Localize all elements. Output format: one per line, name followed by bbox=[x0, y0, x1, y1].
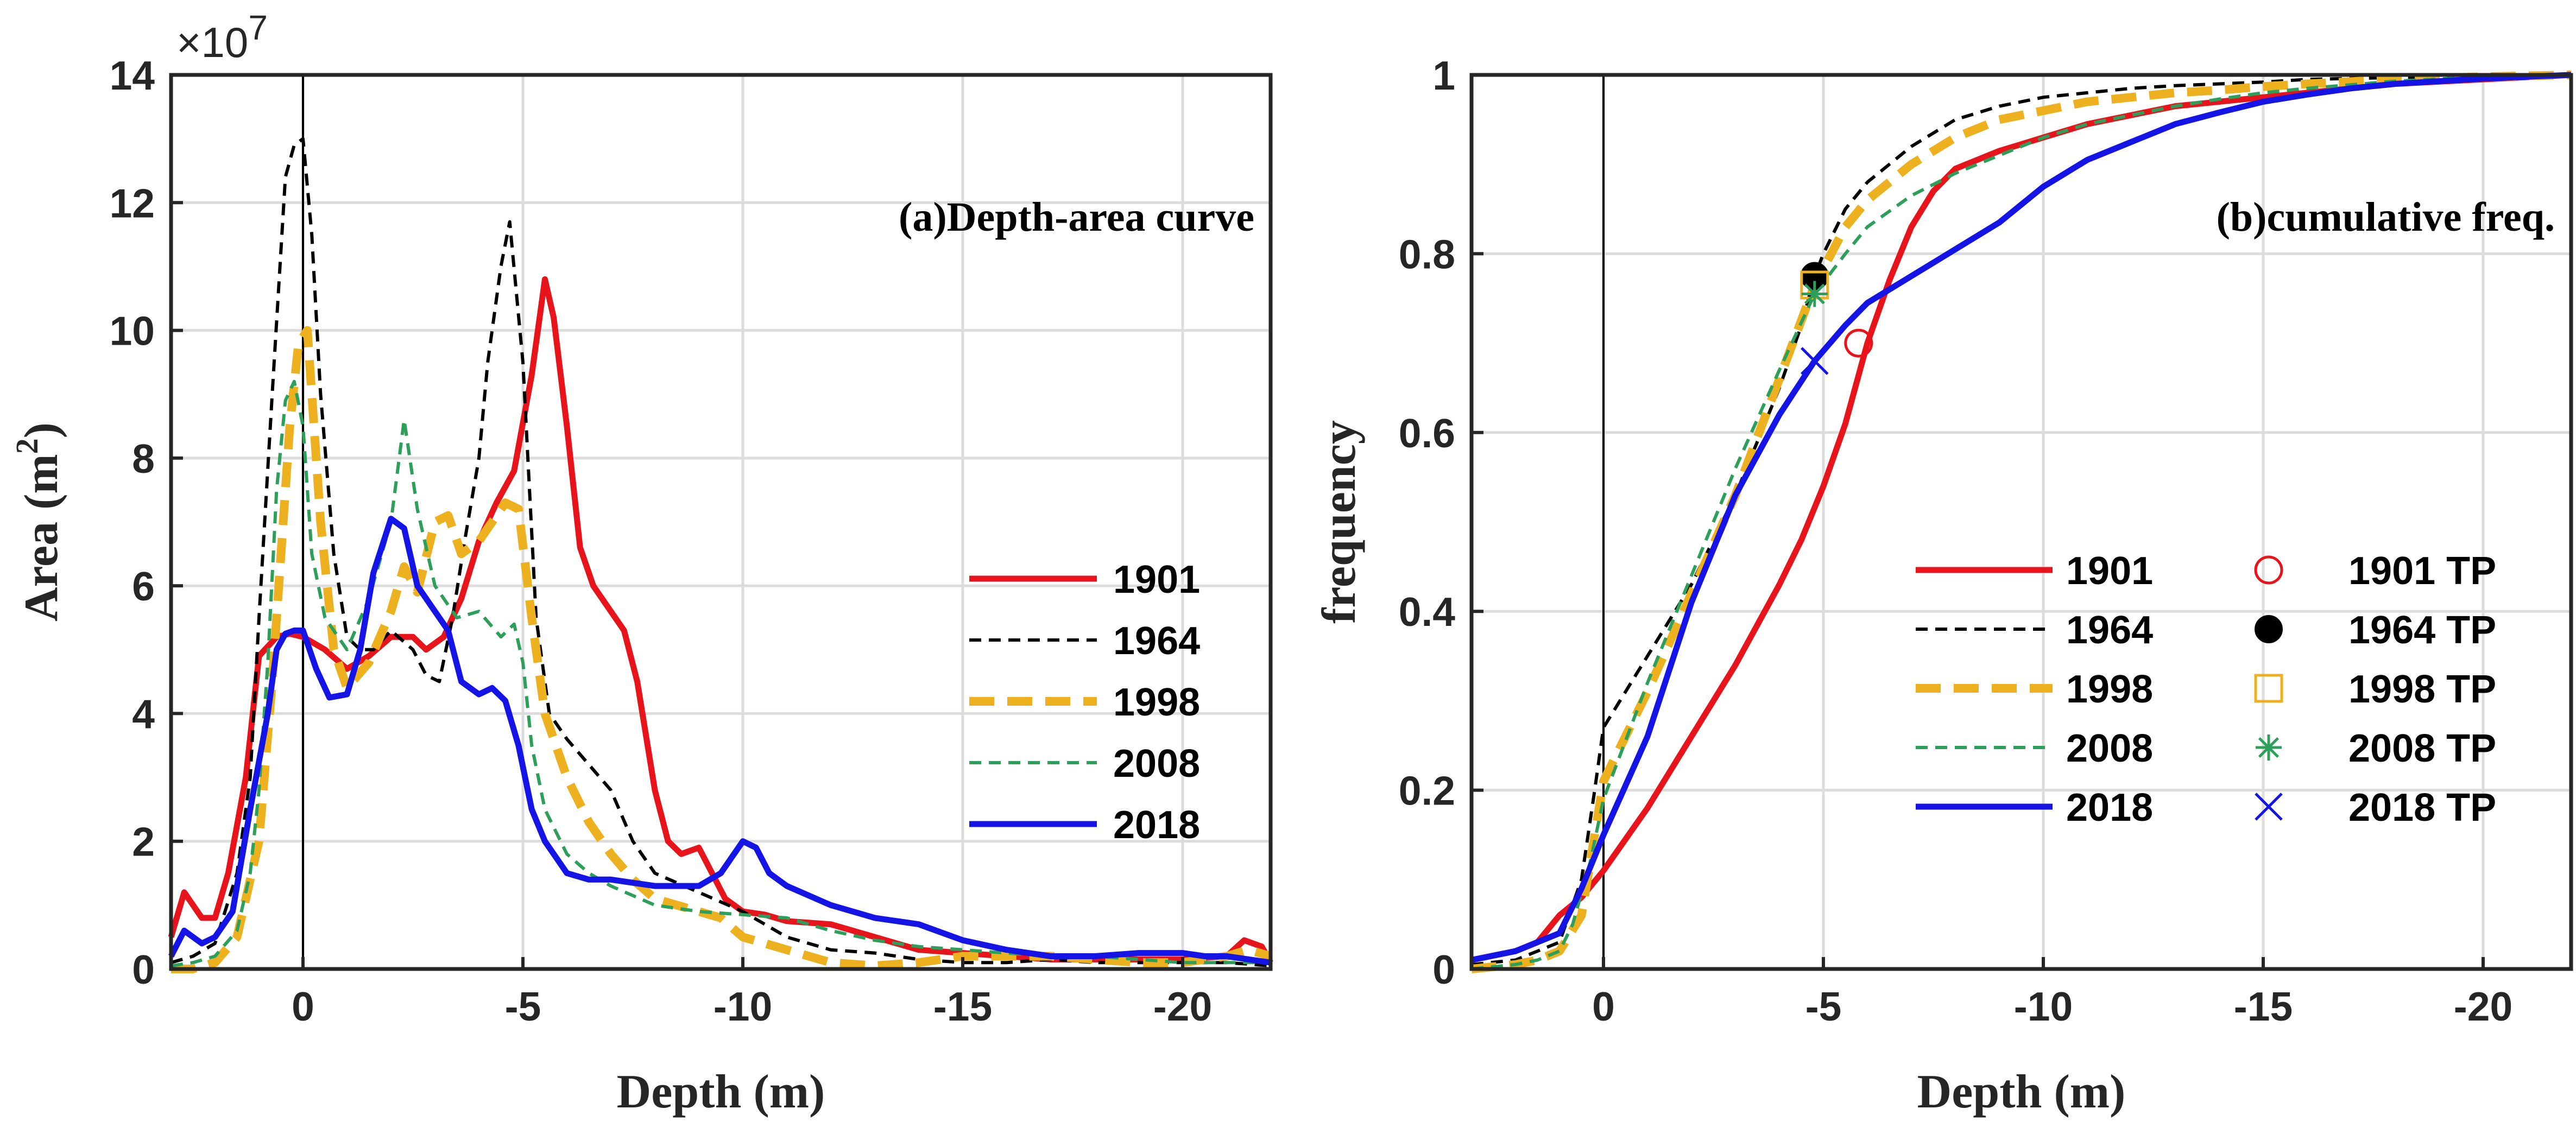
series-line-1998 bbox=[1471, 71, 2572, 973]
y-tick-label: 6 bbox=[132, 563, 155, 609]
turning-point-2008-TP bbox=[1801, 281, 1828, 307]
x-tick-label: -20 bbox=[1153, 984, 1212, 1029]
y-tick-label: 0 bbox=[132, 947, 155, 992]
y-tick-label: 0 bbox=[1432, 947, 1455, 992]
x-tick-label: -5 bbox=[505, 984, 541, 1029]
series-line-2018 bbox=[168, 516, 1271, 966]
x-tick-label: -15 bbox=[933, 984, 992, 1029]
x-tick-label: 0 bbox=[1592, 984, 1615, 1029]
legend-marker-2018-TP bbox=[2255, 793, 2283, 821]
legend-label-1901: 1901 bbox=[2066, 549, 2153, 593]
legend-marker-1901-TP bbox=[2254, 555, 2283, 585]
y-tick-label: 8 bbox=[132, 436, 155, 482]
legend-marker-2008-TP bbox=[2256, 734, 2282, 761]
series-line-2018 bbox=[1470, 72, 2572, 963]
y-tick-label: 2 bbox=[132, 819, 155, 865]
x-tick-label: -20 bbox=[2454, 984, 2512, 1029]
legend-label-2018-TP: 2018 TP bbox=[2348, 786, 2496, 829]
legend-label-1901-TP: 1901 TP bbox=[2348, 549, 2496, 593]
legend-label-1964-TP: 1964 TP bbox=[2348, 609, 2496, 652]
series-line-2008 bbox=[171, 379, 1271, 968]
x-axis-label: Depth (m) bbox=[617, 1066, 825, 1118]
legend-label-1998-TP: 1998 TP bbox=[2348, 668, 2496, 711]
y-tick-label: 14 bbox=[110, 53, 155, 98]
x-tick-label: -10 bbox=[714, 984, 772, 1029]
y-axis-label-close: ) bbox=[15, 422, 68, 438]
series-line-1901 bbox=[168, 276, 1273, 964]
y-tick-label: 0.2 bbox=[1399, 768, 1455, 814]
legend-label-1998: 1998 bbox=[2066, 668, 2153, 711]
legend-label-2008: 2008 bbox=[2066, 727, 2153, 770]
exponent-base: ×10 bbox=[176, 18, 248, 66]
legend-label-1901: 1901 bbox=[1113, 558, 1200, 601]
y-axis-label-base: Area (m bbox=[15, 454, 68, 622]
legend-label-1998: 1998 bbox=[1113, 681, 1200, 724]
series-line-1964 bbox=[1471, 73, 2572, 966]
legend-label-2018: 2018 bbox=[1113, 803, 1200, 847]
legend-marker-1998-TP bbox=[2254, 674, 2283, 703]
plot-frame bbox=[1469, 73, 2573, 971]
exponent-label: ×107 bbox=[176, 8, 268, 66]
y-tick-label: 0.6 bbox=[1399, 410, 1455, 456]
x-tick-label: -10 bbox=[2014, 984, 2073, 1029]
y-tick-label: 10 bbox=[110, 308, 155, 354]
panel-title: (a)Depth-area curve bbox=[899, 194, 1254, 240]
y-tick-label: 0.4 bbox=[1399, 589, 1456, 635]
exponent-power: 7 bbox=[248, 8, 268, 47]
series-line-2008 bbox=[1471, 73, 2572, 971]
y-tick-label: 12 bbox=[110, 180, 155, 226]
x-tick-label: -5 bbox=[1805, 984, 1842, 1029]
legend-label-1964: 1964 bbox=[1113, 619, 1200, 663]
x-tick-label: 0 bbox=[292, 984, 314, 1029]
panel-title: (b)cumulative freq. bbox=[2217, 194, 2555, 240]
y-axis-label: Area (m2) bbox=[9, 422, 68, 622]
legend-marker-1964-TP bbox=[2255, 615, 2283, 643]
series-line-1901 bbox=[1470, 72, 2572, 963]
y-tick-label: 0.8 bbox=[1399, 231, 1455, 277]
turning-point-1901-TP bbox=[1844, 328, 1873, 358]
y-tick-label: 4 bbox=[132, 691, 155, 737]
x-axis-label: Depth (m) bbox=[1917, 1066, 2126, 1118]
x-tick-label: -15 bbox=[2234, 984, 2293, 1029]
y-tick-label: 1 bbox=[1432, 53, 1455, 98]
series-line-1998 bbox=[171, 326, 1272, 973]
plot-frame bbox=[169, 73, 1273, 971]
y-axis-label: frequency bbox=[1313, 420, 1366, 624]
turning-point-2018-TP bbox=[1801, 347, 1829, 375]
y-axis-label-superscript: 2 bbox=[9, 438, 45, 454]
legend-label-2008-TP: 2008 TP bbox=[2348, 727, 2496, 770]
cumulative-frequency-panel: 0 -5 -10 -15 -20 0 0.2 0.4 0.6 0.8 1 Depth (m) frequ… bbox=[1313, 53, 2573, 1118]
legend-label-2018: 2018 bbox=[2066, 786, 2153, 829]
legend-label-2008: 2008 bbox=[1113, 742, 1200, 785]
legend-label-1964: 1964 bbox=[2066, 609, 2153, 652]
